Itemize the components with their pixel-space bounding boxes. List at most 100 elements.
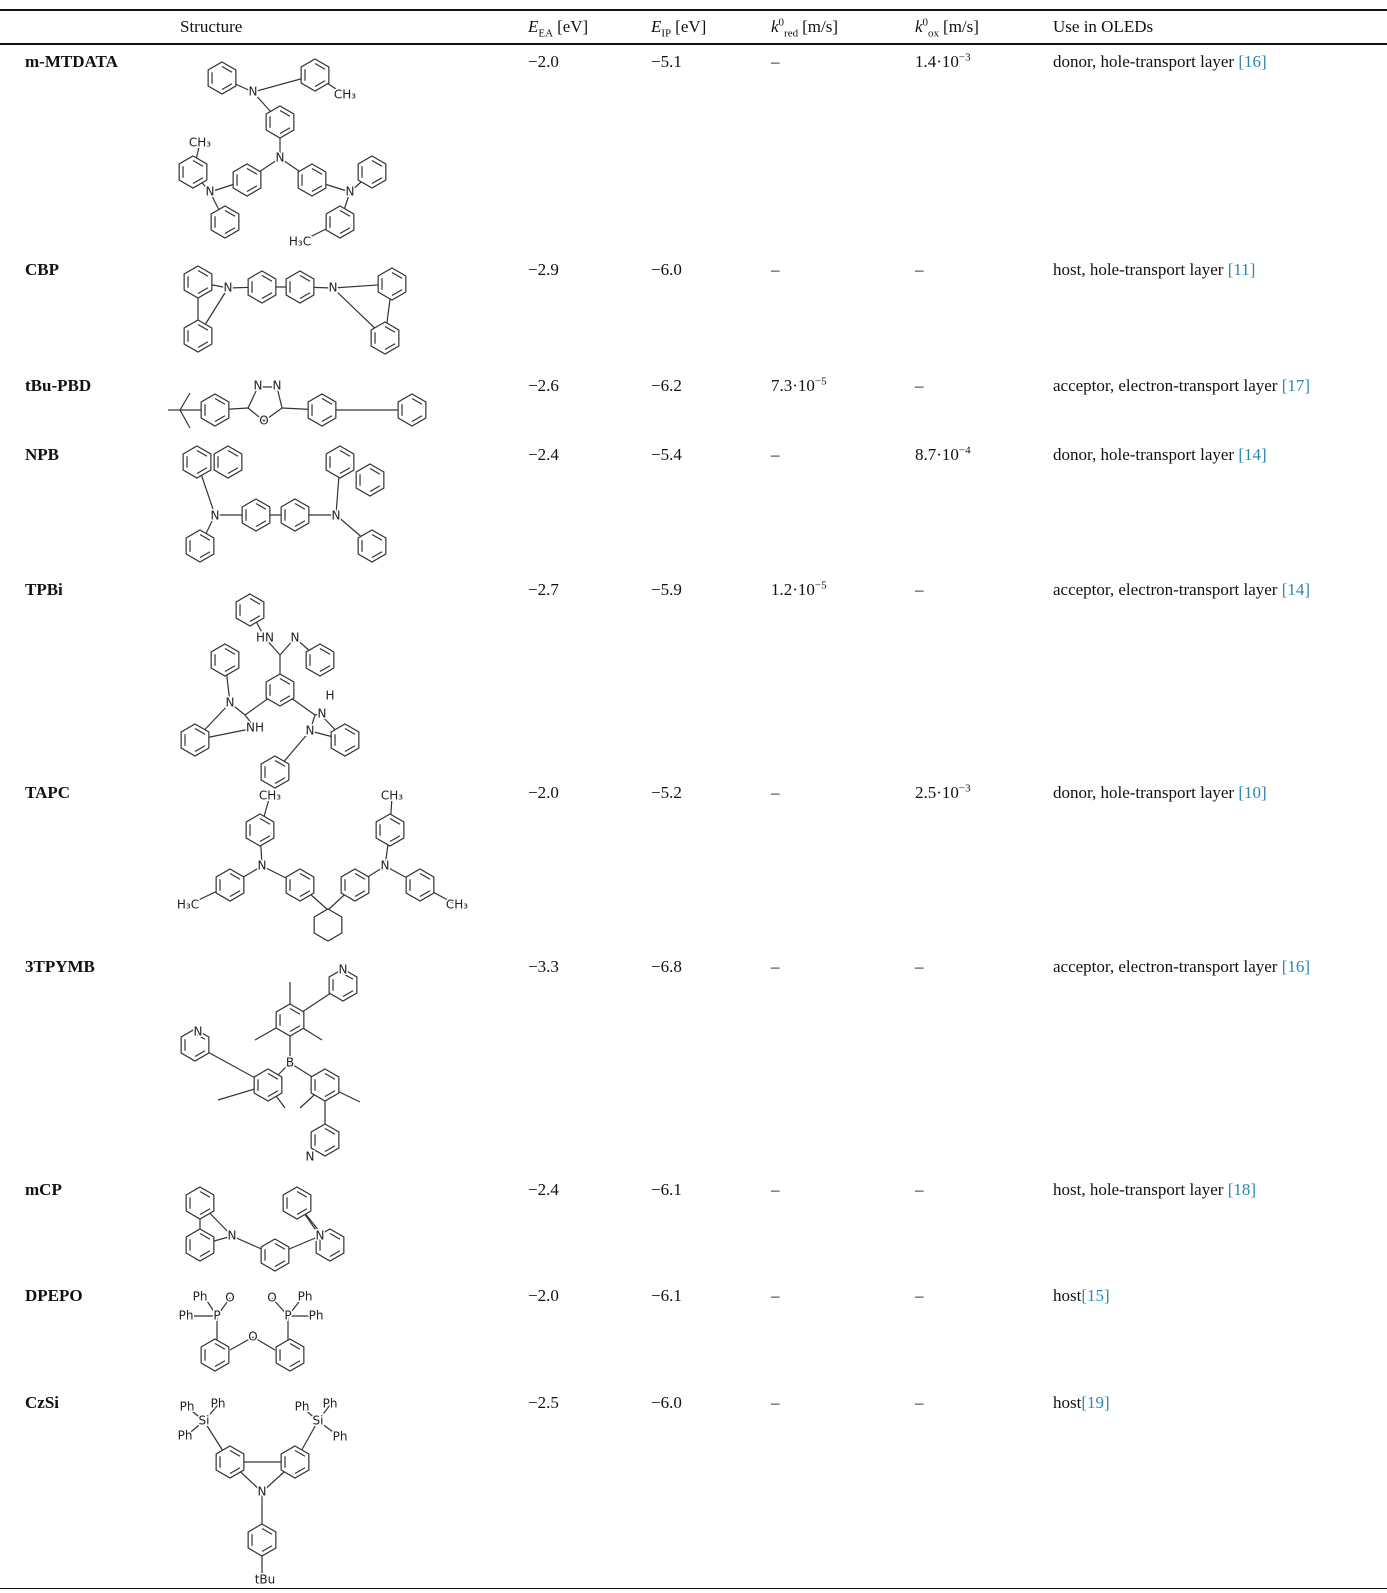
double-bond <box>194 745 206 753</box>
atom-label: N <box>206 185 215 199</box>
atom-label: O <box>225 1291 234 1305</box>
atom-label: O <box>259 414 268 428</box>
double-bond <box>354 872 366 880</box>
value-cell: 8.7·10−4 <box>915 445 971 465</box>
atom-label: N <box>316 1229 325 1243</box>
compound-name: CBP <box>25 260 59 280</box>
double-bond <box>296 1190 308 1198</box>
compound-name: TAPC <box>25 783 70 803</box>
mantissa: 7.3·10 <box>771 376 815 395</box>
value-cell: 1.4·10−3 <box>915 52 971 72</box>
value: −2.0 <box>528 1286 559 1305</box>
header-cell: k0ox [m/s] <box>915 17 979 39</box>
value: – <box>771 445 780 464</box>
reference: [19] <box>1081 1393 1110 1412</box>
value: – <box>771 957 780 976</box>
double-bond <box>279 677 291 685</box>
double-bond <box>229 890 241 898</box>
double-bond <box>214 1342 226 1350</box>
value-cell: −5.2 <box>651 783 682 803</box>
double-bond <box>229 872 241 880</box>
mantissa: 1.2·10 <box>771 580 815 599</box>
value-cell: −2.4 <box>528 445 559 465</box>
double-bond <box>279 127 291 135</box>
double-bond <box>294 1449 306 1457</box>
double-bond <box>197 269 209 277</box>
atom-label: Ph <box>333 1430 348 1444</box>
value-cell: – <box>771 445 780 465</box>
subscript: red <box>784 27 799 40</box>
double-bond <box>199 551 211 559</box>
name-text: DPEPO <box>25 1286 83 1305</box>
double-bond <box>255 502 267 510</box>
value-cell: – <box>771 260 780 280</box>
value-cell: −5.1 <box>651 52 682 72</box>
value-cell: 1.2·10−5 <box>771 580 827 600</box>
bond <box>271 1297 289 1317</box>
double-bond <box>279 109 291 117</box>
name-text: NPB <box>25 445 59 464</box>
unit: [eV] <box>557 17 589 36</box>
atom-label: N <box>329 281 338 295</box>
bond <box>252 1336 276 1351</box>
use-text: acceptor, electron-transport layer <box>1053 957 1282 976</box>
double-bond <box>229 1449 241 1457</box>
double-bond <box>261 1545 273 1553</box>
double-bond <box>354 890 366 898</box>
double-bond <box>199 533 211 541</box>
atom-label: H₃C <box>289 235 311 249</box>
double-bond <box>411 397 423 405</box>
use-cell: host[19] <box>1053 1393 1110 1413</box>
value-cell: – <box>771 783 780 803</box>
double-bond <box>214 415 226 423</box>
bottom-rule <box>0 1588 1387 1589</box>
symbol: E <box>528 17 539 36</box>
double-bond <box>299 890 311 898</box>
value-cell: 2.5·10−3 <box>915 783 971 803</box>
use-text: host, hole-transport layer <box>1053 260 1228 279</box>
double-bond <box>294 502 306 510</box>
double-bond <box>224 647 236 655</box>
value-cell: – <box>915 580 924 600</box>
atom-label: CH₃ <box>446 898 468 912</box>
value: – <box>771 783 780 802</box>
atom-label: H <box>325 689 334 703</box>
double-bond <box>214 1360 226 1368</box>
double-bond <box>194 1050 206 1058</box>
atom-label: N <box>381 859 390 873</box>
atom-label: N <box>332 509 341 523</box>
reference: [14] <box>1281 580 1311 599</box>
double-bond <box>289 1007 301 1015</box>
name-text: CBP <box>25 260 59 279</box>
bond <box>276 386 283 409</box>
value-cell: −5.9 <box>651 580 682 600</box>
double-bond <box>294 1467 306 1475</box>
bond <box>203 1404 219 1422</box>
value: −6.0 <box>651 1393 682 1412</box>
bond <box>264 637 281 656</box>
reference: [18] <box>1227 1180 1257 1199</box>
value-cell: −2.4 <box>528 1180 559 1200</box>
atom-label: H₃C <box>177 898 199 912</box>
double-bond <box>324 1072 336 1080</box>
double-bond <box>194 1032 206 1040</box>
atom-label: Ph <box>180 1400 195 1414</box>
use-text: host, hole-transport layer <box>1053 1180 1228 1199</box>
atom-label: N <box>318 707 327 721</box>
name-text: 3TPYMB <box>25 957 95 976</box>
reference: [16] <box>1281 957 1311 976</box>
double-bond <box>389 835 401 843</box>
header-cell: Structure <box>180 17 242 37</box>
value-cell: 7.3·10−5 <box>771 376 827 396</box>
value: – <box>771 52 780 71</box>
double-bond <box>199 1208 211 1216</box>
double-bond <box>267 1072 279 1080</box>
double-bond <box>192 177 204 185</box>
bond <box>247 386 259 409</box>
subscript: IP <box>661 27 672 40</box>
use-cell: donor, hole-transport layer [10] <box>1053 783 1267 803</box>
double-bond <box>371 533 383 541</box>
bond <box>204 1297 218 1317</box>
name-text: mCP <box>25 1180 62 1199</box>
double-bond <box>267 1090 279 1098</box>
